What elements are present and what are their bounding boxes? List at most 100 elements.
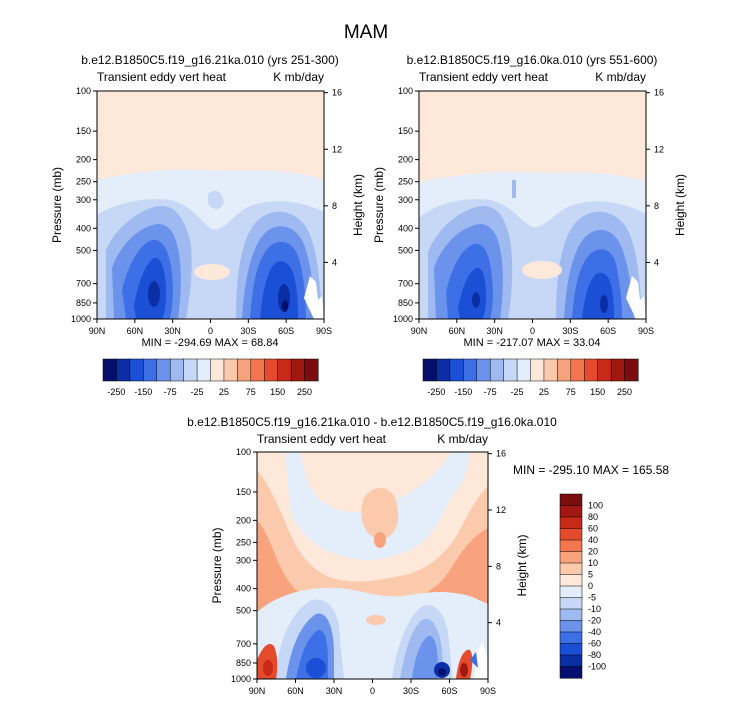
- panel-c-ytick-label: 400: [236, 584, 251, 594]
- colorbar-label: 100: [588, 501, 603, 511]
- colorbar-label: -75: [164, 387, 177, 397]
- panel-b-ytick-label: 200: [398, 155, 413, 165]
- panel-b-ytick-label: 500: [398, 245, 413, 255]
- panel-a-xtick-label: 60S: [278, 326, 294, 336]
- colorbar-swatch: [476, 358, 491, 382]
- panel-b-ytick-label: 250: [398, 177, 413, 187]
- panel-a-title: b.e12.B1850C5.f19_g16.21ka.010 (yrs 251-…: [81, 53, 339, 67]
- colorbar-swatch: [116, 358, 131, 382]
- colorbar-swatch: [559, 620, 583, 633]
- panel-a-xtick-label: 30S: [240, 326, 256, 336]
- panel-c-ytick-label: 850: [236, 658, 251, 668]
- colorbar-swatch: [449, 358, 464, 382]
- colorbar-swatch: [557, 358, 572, 382]
- panel-c-y2tick-label: 8: [496, 561, 501, 571]
- panel-c-variable-label: Transient eddy vert heat: [257, 432, 387, 446]
- panel-b-y2tick-label: 4: [654, 257, 659, 267]
- panel-b-y2tick-label: 16: [654, 88, 664, 98]
- panel-a-field: [97, 91, 324, 319]
- colorbar-swatch: [597, 358, 612, 382]
- panel-c-ytick-label: 100: [236, 447, 251, 457]
- colorbar-label: 75: [246, 387, 256, 397]
- colorbar-label: -5: [588, 593, 596, 603]
- panel-a-ytick-label: 150: [76, 126, 91, 136]
- panel-b-ytick-label: 100: [398, 86, 413, 96]
- panel-c-xtick-label: 90N: [249, 686, 266, 696]
- colorbar-swatch: [584, 358, 599, 382]
- colorbar-label: 250: [297, 387, 312, 397]
- panel-b-ytick-label: 1000: [393, 314, 413, 324]
- colorbar-swatch: [559, 666, 583, 679]
- colorbar-swatch: [559, 562, 583, 576]
- panel-c-ytick-label: 300: [236, 555, 251, 565]
- panel-b-y2tick-label: 8: [654, 201, 659, 211]
- panel-a-units-label: K mb/day: [273, 70, 324, 84]
- panel-b-variable-label: Transient eddy vert heat: [419, 70, 549, 84]
- panel-c-ytick-label: 500: [236, 606, 251, 616]
- panel-c: b.e12.B1850C5.f19_g16.21ka.010 - b.e12.B…: [187, 415, 669, 680]
- panel-a-xtick-label: 0: [208, 326, 213, 336]
- colorbar-swatch: [489, 358, 505, 382]
- colorbar-label: -150: [134, 387, 152, 397]
- colorbar-swatch: [559, 585, 583, 599]
- colorbar-swatch: [304, 358, 319, 382]
- colorbar-swatch: [559, 643, 583, 656]
- panel-b-ytick-label: 300: [398, 195, 413, 205]
- panel-a-variable-label: Transient eddy vert heat: [97, 70, 227, 84]
- panel-a-xtick-label: 90N: [89, 326, 106, 336]
- panel-b-xtick-label: 90S: [638, 326, 654, 336]
- colorbar-label: -100: [588, 662, 606, 672]
- panel-b-xtick-label: 90N: [411, 326, 428, 336]
- panel-stats: MIN = -217.07 MAX = 33.04: [464, 337, 601, 349]
- colorbar-swatch: [559, 493, 583, 507]
- colorbar-label: 5: [588, 570, 593, 580]
- colorbar-swatch: [559, 597, 583, 610]
- panel-c-xtick-label: 0: [370, 686, 375, 696]
- panel-a-y2tick-label: 4: [332, 257, 337, 267]
- colorbar-swatch: [436, 358, 451, 382]
- colorbar-swatch: [559, 654, 583, 668]
- colorbar-swatch: [210, 358, 225, 382]
- panel-b-units-label: K mb/day: [595, 70, 646, 84]
- colorbar-label: 25: [539, 387, 549, 397]
- panel-c-xtick-label: 30N: [326, 686, 343, 696]
- colorbar-swatch: [559, 505, 583, 518]
- panel-a-ytick-label: 850: [76, 298, 91, 308]
- colorbar-swatch: [277, 358, 292, 382]
- generated-axes: 90N 60N 30N 0 30S 60S 90S100150200250300400500…: [50, 86, 687, 696]
- colorbar-swatch: [543, 358, 558, 382]
- panel-b-xtick-label: 30N: [486, 326, 503, 336]
- colorbar-swatch: [237, 358, 252, 382]
- colorbar-label: -40: [588, 627, 601, 637]
- panel-c-y2label: Height (km): [515, 534, 529, 596]
- colorbar-label: 80: [588, 512, 598, 522]
- panel-c-y2tick-label: 12: [496, 505, 506, 515]
- panel-c-ytick-label: 1000: [231, 674, 251, 684]
- colorbar-label: -60: [588, 639, 601, 649]
- panel-b: b.e12.B1850C5.f19_g16.0ka.010 (yrs 551-6…: [407, 53, 658, 320]
- colorbar-label: -25: [191, 387, 204, 397]
- colorbar-label: 150: [590, 387, 605, 397]
- colorbar-swatch: [196, 358, 212, 382]
- colorbar-label: 60: [588, 524, 598, 534]
- panel-a-ytick-label: 700: [76, 279, 91, 289]
- colorbar-swatch: [102, 358, 117, 382]
- panel-a: b.e12.B1850C5.f19_g16.21ka.010 (yrs 251-…: [81, 53, 339, 320]
- panel-a-ytick-label: 500: [76, 245, 91, 255]
- colorbar-swatch: [156, 358, 171, 382]
- panel-c-ytick-label: 250: [236, 537, 251, 547]
- colorbar-label: 0: [588, 581, 593, 591]
- panel-b-xtick-label: 60N: [449, 326, 466, 336]
- panel-b-xtick-label: 30S: [562, 326, 578, 336]
- panel-c-xtick-label: 30S: [403, 686, 419, 696]
- colorbar-label: -150: [454, 387, 472, 397]
- panel-b-ytick-label: 150: [398, 126, 413, 136]
- colorbar-swatch: [559, 574, 583, 587]
- colorbar-swatch: [570, 358, 585, 382]
- colorbar-swatch: [503, 358, 518, 382]
- panel-c-title: b.e12.B1850C5.f19_g16.21ka.010 - b.e12.B…: [187, 415, 557, 429]
- panel-a-ytick-label: 200: [76, 155, 91, 165]
- panel-b-xtick-label: 0: [530, 326, 535, 336]
- colorbar-label: 250: [617, 387, 632, 397]
- panel-b-title: b.e12.B1850C5.f19_g16.0ka.010 (yrs 551-6…: [407, 53, 658, 67]
